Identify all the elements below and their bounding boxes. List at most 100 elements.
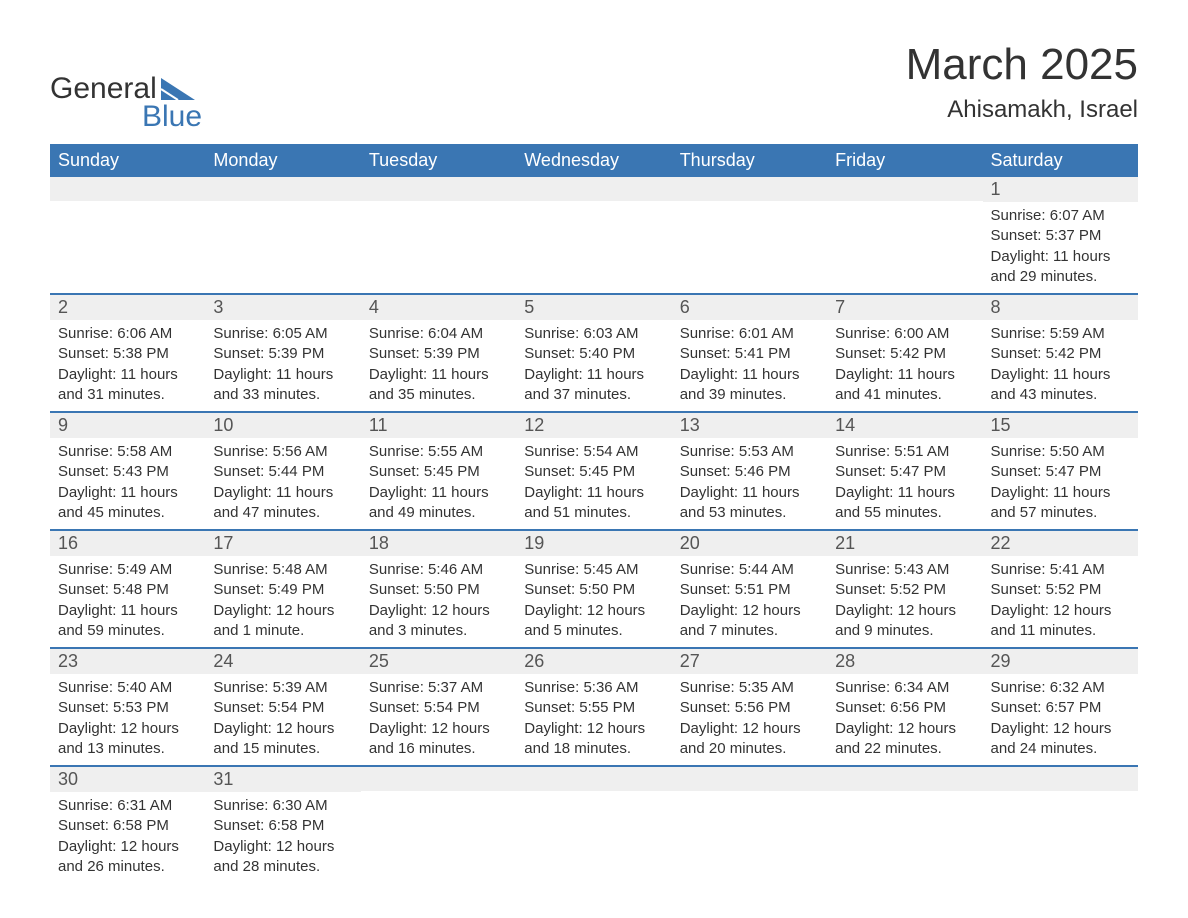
sunrise-line: Sunrise: 5:54 AM [524,442,663,462]
daylight-line: Daylight: 12 hours and 16 minutes. [369,719,508,760]
daylight-line: Daylight: 12 hours and 18 minutes. [524,719,663,760]
day-number: 20 [672,531,827,556]
daylight-line: Daylight: 12 hours and 7 minutes. [680,601,819,642]
calendar-cell: 11Sunrise: 5:55 AMSunset: 5:45 PMDayligh… [361,412,516,530]
calendar-cell: 22Sunrise: 5:41 AMSunset: 5:52 PMDayligh… [983,530,1138,648]
sunrise-line: Sunrise: 6:34 AM [835,678,974,698]
calendar-cell [827,177,982,294]
sunrise-line: Sunrise: 5:48 AM [213,560,352,580]
calendar-cell: 1Sunrise: 6:07 AMSunset: 5:37 PMDaylight… [983,177,1138,294]
day-data: Sunrise: 5:49 AMSunset: 5:48 PMDaylight:… [50,556,205,647]
sunrise-line: Sunrise: 5:59 AM [991,324,1130,344]
daylight-line: Daylight: 11 hours and 57 minutes. [991,483,1130,524]
sunrise-line: Sunrise: 6:01 AM [680,324,819,344]
daylight-line: Daylight: 12 hours and 1 minute. [213,601,352,642]
sunset-line: Sunset: 5:45 PM [369,462,508,482]
day-data: Sunrise: 6:30 AMSunset: 6:58 PMDaylight:… [205,792,360,883]
calendar-cell [827,766,982,883]
calendar-cell [672,766,827,883]
day-data: Sunrise: 5:46 AMSunset: 5:50 PMDaylight:… [361,556,516,647]
weekday-header: Thursday [672,144,827,177]
day-number: 8 [983,295,1138,320]
sunrise-line: Sunrise: 6:03 AM [524,324,663,344]
sunset-line: Sunset: 5:46 PM [680,462,819,482]
daylight-line: Daylight: 12 hours and 9 minutes. [835,601,974,642]
sunset-line: Sunset: 5:37 PM [991,226,1130,246]
day-data: Sunrise: 5:53 AMSunset: 5:46 PMDaylight:… [672,438,827,529]
day-data: Sunrise: 5:36 AMSunset: 5:55 PMDaylight:… [516,674,671,765]
calendar-cell: 12Sunrise: 5:54 AMSunset: 5:45 PMDayligh… [516,412,671,530]
calendar-cell: 3Sunrise: 6:05 AMSunset: 5:39 PMDaylight… [205,294,360,412]
page-title: March 2025 [906,40,1138,90]
calendar-cell [50,177,205,294]
daylight-line: Daylight: 11 hours and 43 minutes. [991,365,1130,406]
daylight-line: Daylight: 12 hours and 11 minutes. [991,601,1130,642]
calendar-cell: 21Sunrise: 5:43 AMSunset: 5:52 PMDayligh… [827,530,982,648]
calendar-cell: 17Sunrise: 5:48 AMSunset: 5:49 PMDayligh… [205,530,360,648]
day-number [672,767,827,791]
sunset-line: Sunset: 5:44 PM [213,462,352,482]
calendar-cell: 6Sunrise: 6:01 AMSunset: 5:41 PMDaylight… [672,294,827,412]
day-number: 13 [672,413,827,438]
calendar-cell: 10Sunrise: 5:56 AMSunset: 5:44 PMDayligh… [205,412,360,530]
daylight-line: Daylight: 11 hours and 53 minutes. [680,483,819,524]
day-data: Sunrise: 5:54 AMSunset: 5:45 PMDaylight:… [516,438,671,529]
sunrise-line: Sunrise: 6:30 AM [213,796,352,816]
daylight-line: Daylight: 11 hours and 31 minutes. [58,365,197,406]
sunset-line: Sunset: 5:39 PM [369,344,508,364]
day-number: 7 [827,295,982,320]
sunrise-line: Sunrise: 5:49 AM [58,560,197,580]
sunrise-line: Sunrise: 5:45 AM [524,560,663,580]
day-data: Sunrise: 5:51 AMSunset: 5:47 PMDaylight:… [827,438,982,529]
sunset-line: Sunset: 6:57 PM [991,698,1130,718]
day-data: Sunrise: 6:05 AMSunset: 5:39 PMDaylight:… [205,320,360,411]
day-data: Sunrise: 5:41 AMSunset: 5:52 PMDaylight:… [983,556,1138,647]
calendar-cell: 20Sunrise: 5:44 AMSunset: 5:51 PMDayligh… [672,530,827,648]
sunset-line: Sunset: 5:48 PM [58,580,197,600]
sunrise-line: Sunrise: 5:36 AM [524,678,663,698]
calendar-cell: 4 Sunrise: 6:04 AMSunset: 5:39 PMDaylight… [361,294,516,412]
day-number: 10 [205,413,360,438]
daylight-line: Daylight: 12 hours and 3 minutes. [369,601,508,642]
daylight-line: Daylight: 12 hours and 22 minutes. [835,719,974,760]
sunrise-line: Sunrise: 6:04 AM [369,324,508,344]
day-data: Sunrise: 5:55 AMSunset: 5:45 PMDaylight:… [361,438,516,529]
calendar-cell [205,177,360,294]
day-number: 24 [205,649,360,674]
calendar-cell: 31Sunrise: 6:30 AMSunset: 6:58 PMDayligh… [205,766,360,883]
calendar-cell: 19Sunrise: 5:45 AMSunset: 5:50 PMDayligh… [516,530,671,648]
day-number [361,177,516,201]
day-data: Sunrise: 5:37 AMSunset: 5:54 PMDaylight:… [361,674,516,765]
day-data: Sunrise: 5:39 AMSunset: 5:54 PMDaylight:… [205,674,360,765]
sunset-line: Sunset: 5:42 PM [835,344,974,364]
calendar-cell: 27Sunrise: 5:35 AMSunset: 5:56 PMDayligh… [672,648,827,766]
calendar-cell [672,177,827,294]
sunset-line: Sunset: 5:52 PM [835,580,974,600]
day-data: Sunrise: 5:43 AMSunset: 5:52 PMDaylight:… [827,556,982,647]
sunset-line: Sunset: 6:56 PM [835,698,974,718]
calendar-cell [361,766,516,883]
day-data: Sunrise: 5:56 AMSunset: 5:44 PMDaylight:… [205,438,360,529]
calendar-table: SundayMondayTuesdayWednesdayThursdayFrid… [50,144,1138,883]
daylight-line: Daylight: 11 hours and 35 minutes. [369,365,508,406]
brand-logo: General Blue [50,70,202,134]
day-number: 14 [827,413,982,438]
daylight-line: Daylight: 12 hours and 24 minutes. [991,719,1130,760]
day-number: 25 [361,649,516,674]
sunrise-line: Sunrise: 5:50 AM [991,442,1130,462]
calendar-cell [361,177,516,294]
day-data: Sunrise: 5:44 AMSunset: 5:51 PMDaylight:… [672,556,827,647]
weekday-header: Tuesday [361,144,516,177]
sunset-line: Sunset: 5:50 PM [369,580,508,600]
daylight-line: Daylight: 11 hours and 49 minutes. [369,483,508,524]
page-location: Ahisamakh, Israel [906,96,1138,124]
day-number: 28 [827,649,982,674]
sunrise-line: Sunrise: 6:05 AM [213,324,352,344]
daylight-line: Daylight: 11 hours and 47 minutes. [213,483,352,524]
day-number [50,177,205,201]
sunrise-line: Sunrise: 5:40 AM [58,678,197,698]
day-number: 4 [361,295,516,320]
day-number [205,177,360,201]
day-data: Sunrise: 5:40 AMSunset: 5:53 PMDaylight:… [50,674,205,765]
brand-name: General [50,72,157,106]
